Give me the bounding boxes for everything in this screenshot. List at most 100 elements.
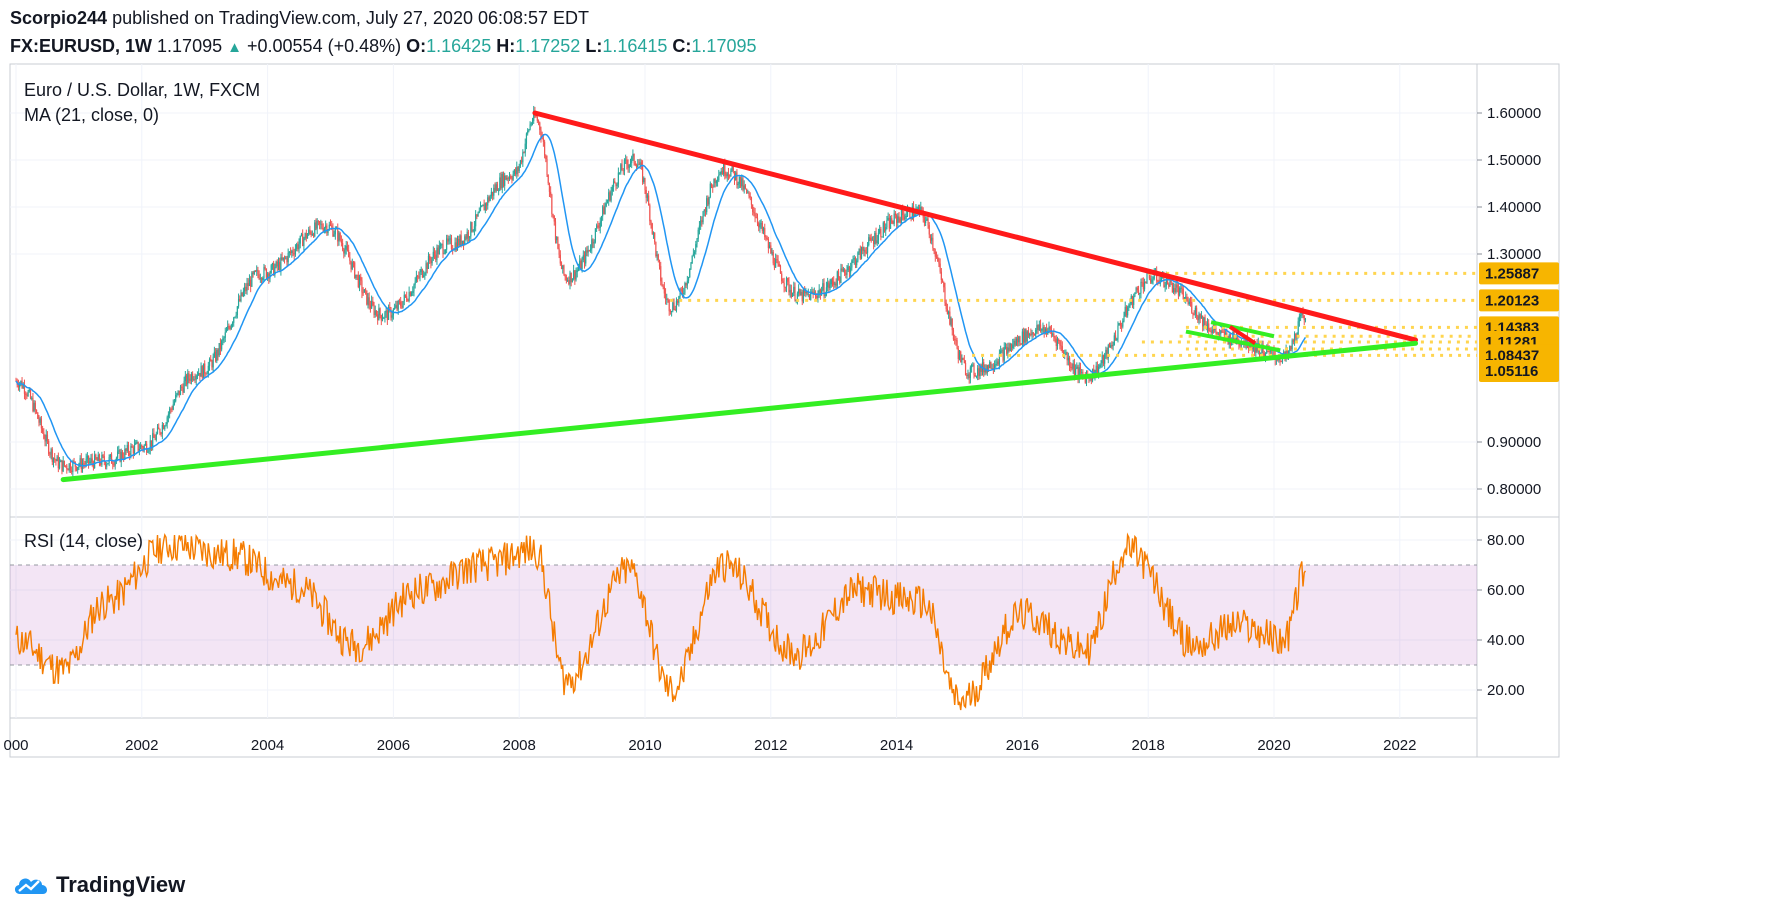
candle-body <box>521 160 523 163</box>
candle-body <box>1120 325 1123 327</box>
rsi-tick-label: 20.00 <box>1487 682 1525 699</box>
candle-body <box>623 159 626 171</box>
candle-body <box>350 260 352 270</box>
candle-body <box>432 251 434 258</box>
candle-body <box>1136 287 1138 291</box>
candle-body <box>547 175 549 184</box>
candle-body <box>410 292 413 297</box>
candle-body <box>726 173 728 177</box>
candle-body <box>621 164 623 171</box>
candle-body <box>941 279 944 283</box>
candle-body <box>902 209 904 216</box>
candle-body <box>438 245 440 255</box>
candle-body <box>187 373 189 385</box>
candle-body <box>77 467 79 471</box>
candle-body <box>870 237 872 241</box>
candle-body <box>320 223 322 225</box>
candle-body <box>369 305 372 309</box>
candle-body <box>928 225 930 235</box>
candle-body <box>1068 357 1071 367</box>
candle-body <box>26 394 28 396</box>
candle-body <box>562 265 564 270</box>
candle-body <box>914 214 916 217</box>
candle-body <box>490 191 492 197</box>
candle-body <box>748 192 750 197</box>
candle-body <box>753 211 755 214</box>
candle-body <box>244 286 246 292</box>
candle-body <box>696 238 698 245</box>
candle-body <box>91 458 93 463</box>
candle-body <box>315 222 317 229</box>
candle-body <box>794 286 796 301</box>
candle-body <box>887 217 889 221</box>
candle-body <box>133 444 136 454</box>
candle-body <box>639 162 641 165</box>
candle-body <box>874 232 876 245</box>
price-tick-label: 1.60000 <box>1487 105 1541 122</box>
candle-body <box>597 225 599 228</box>
tradingview-logo[interactable]: TradingView <box>12 872 185 898</box>
candle-body <box>632 153 634 157</box>
candle-body <box>1180 287 1182 289</box>
candle-body <box>1100 363 1102 366</box>
candle-body <box>143 445 145 450</box>
candle-body <box>723 163 725 175</box>
candle-body <box>1113 335 1115 345</box>
candle-body <box>56 456 58 462</box>
candle-body <box>449 238 451 240</box>
candle-body <box>495 184 497 191</box>
candle-body <box>875 232 877 244</box>
candle-body <box>462 240 465 245</box>
candle-body <box>801 291 803 302</box>
candle-body <box>658 259 661 267</box>
candle-body <box>1289 346 1291 351</box>
candle-body <box>485 203 488 206</box>
candle-body <box>715 180 717 184</box>
candle-body <box>1189 301 1192 303</box>
candle-body <box>612 181 615 187</box>
candle-body <box>1065 352 1067 354</box>
publisher-name[interactable]: Scorpio244 <box>10 8 108 28</box>
candle-body <box>1247 347 1250 349</box>
candle-body <box>236 306 238 316</box>
candle-body <box>957 348 959 359</box>
candle-body <box>687 277 690 281</box>
candle-body <box>412 291 414 293</box>
candle-body <box>829 284 831 289</box>
candle-body <box>437 247 439 255</box>
candle-body <box>865 252 867 254</box>
candle-body <box>937 257 939 262</box>
candle-body <box>106 464 108 467</box>
candle-body <box>656 254 658 257</box>
candle-body <box>926 218 928 221</box>
candle-body <box>142 447 144 450</box>
time-tick-label: 2006 <box>377 737 410 754</box>
candle-body <box>1199 313 1201 319</box>
candle-body <box>170 408 172 410</box>
candle-body <box>528 129 530 131</box>
candle-body <box>614 181 616 183</box>
time-tick-label: 2012 <box>754 737 787 754</box>
candle-body <box>1170 278 1172 283</box>
candle-body <box>96 458 98 461</box>
candle-body <box>891 218 893 224</box>
candle-body <box>127 444 130 454</box>
candle-body <box>23 384 26 394</box>
candle-body <box>1098 366 1100 375</box>
candle-body <box>577 268 580 271</box>
candle-body <box>94 454 96 468</box>
candle-body <box>673 302 675 309</box>
candle-body <box>277 261 280 267</box>
candle-body <box>268 273 270 279</box>
candle-body <box>208 359 211 366</box>
candle-body <box>363 289 365 293</box>
time-tick-label: 2020 <box>1257 737 1290 754</box>
candle-body <box>997 361 999 365</box>
candle-body <box>736 172 738 186</box>
candle-body <box>256 269 258 272</box>
tradingview-logo-text: TradingView <box>56 872 186 897</box>
candle-body <box>866 244 869 253</box>
candle-body <box>171 409 173 410</box>
candle-body <box>464 236 466 245</box>
